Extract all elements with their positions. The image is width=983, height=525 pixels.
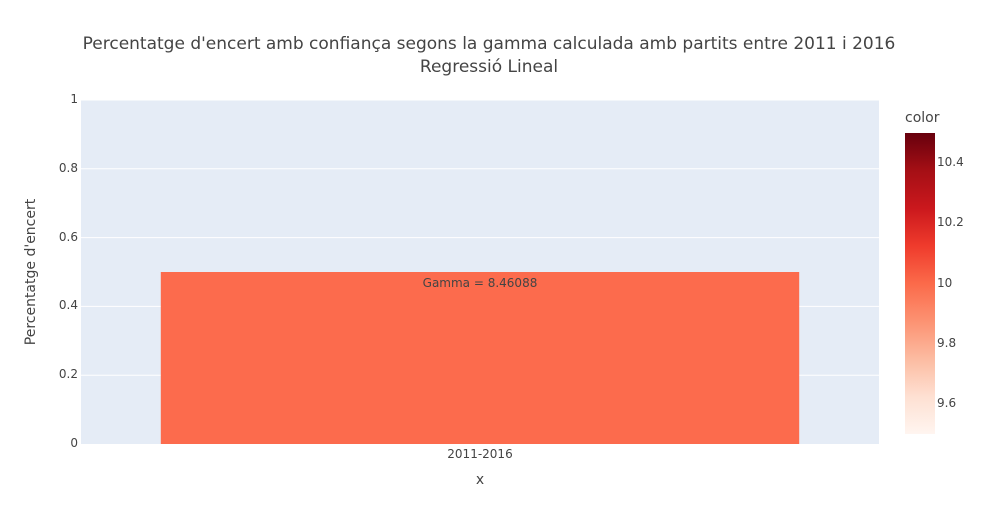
- colorbar-tick-label: 9.8: [937, 335, 957, 350]
- x-axis-label: x: [475, 472, 485, 488]
- colorbar-tick-label: 10.2: [937, 215, 964, 230]
- bar-data-label: Gamma = 8.46088: [422, 276, 538, 290]
- y-axis-label: Percentatge d'encert: [23, 198, 39, 346]
- y-tick-label: 0: [70, 436, 78, 450]
- colorbar-title: color: [905, 110, 940, 126]
- y-tick-label: 0.8: [58, 160, 78, 175]
- colorbar-tick-label: 10.4: [937, 155, 964, 170]
- colorbar-tick-label: 9.6: [937, 395, 957, 410]
- y-tick-label: 0.4: [58, 298, 78, 313]
- bar: [160, 272, 800, 444]
- y-tick-label: 0.2: [58, 367, 78, 382]
- x-tick-label: 2011-2016: [447, 447, 513, 461]
- y-tick-label: 1: [70, 92, 78, 106]
- y-tick-label: 0.6: [58, 229, 78, 244]
- colorbar: [905, 133, 935, 434]
- colorbar-tick-label: 10: [937, 275, 953, 290]
- chart-title: Percentatge d'encert amb confiança segon…: [82, 34, 896, 54]
- chart-subtitle: Regressió Lineal: [419, 57, 559, 77]
